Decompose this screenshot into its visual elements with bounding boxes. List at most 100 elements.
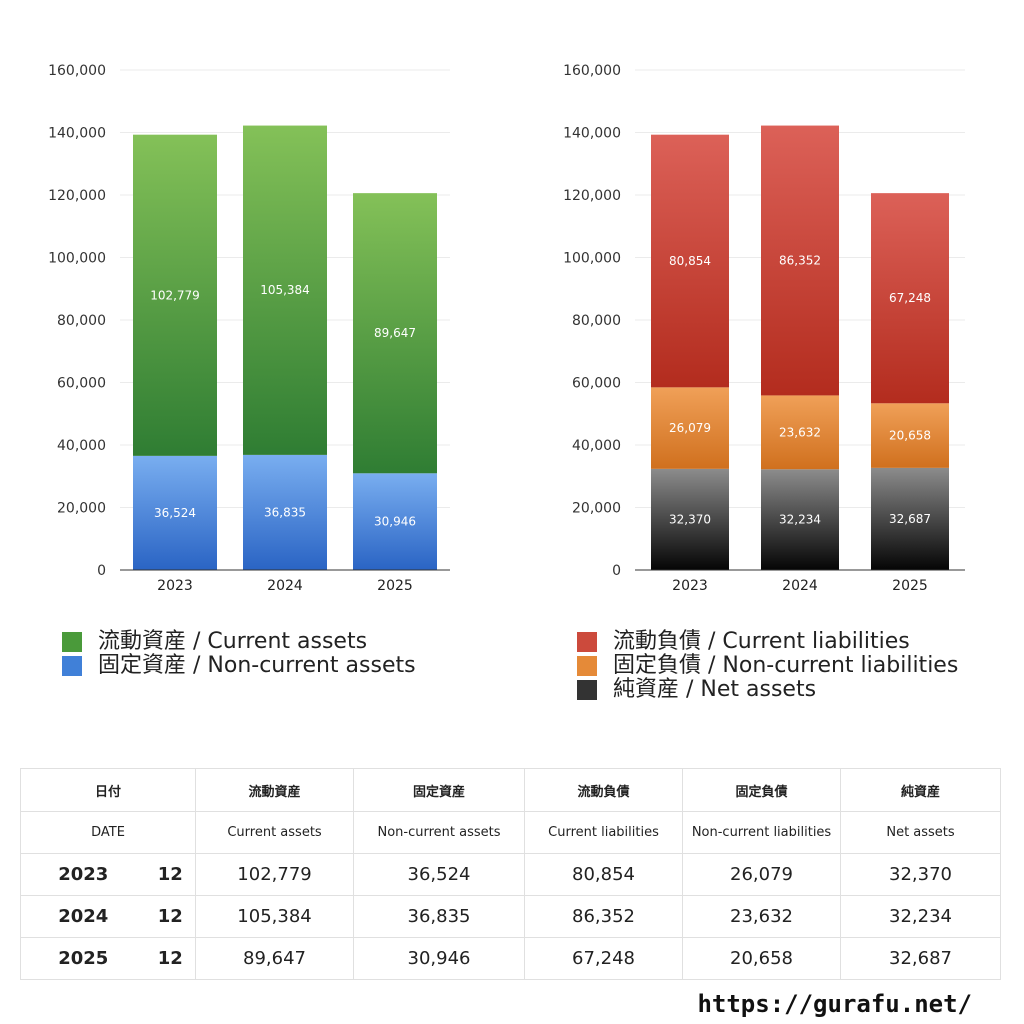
header-current-liabilities-jp: 流動負債 — [524, 768, 684, 812]
cell-value: 80,854 — [524, 853, 684, 896]
x-tick-label: 2024 — [782, 578, 818, 594]
legend-label: 固定負債 / Non-current liabilities — [613, 653, 959, 678]
data-label: 89,647 — [374, 326, 416, 340]
bar-segment — [871, 193, 949, 404]
legend-item-non-current-liabilities: 固定負債 / Non-current liabilities — [577, 654, 958, 678]
legend-item-current-liabilities: 流動負債 / Current liabilities — [577, 630, 958, 654]
assets-legend: 流動資産 / Current assets 固定資産 / Non-current… — [62, 630, 416, 678]
bar-segment — [651, 468, 729, 570]
y-tick-label: 20,000 — [572, 501, 621, 517]
cell-value: 36,524 — [353, 853, 526, 896]
header-non-current-liabilities-jp: 固定負債 — [682, 768, 842, 812]
legend-label: 固定資産 / Non-current assets — [98, 653, 416, 678]
data-label: 32,687 — [889, 512, 931, 526]
bar-segment — [353, 473, 437, 570]
cell-value: 32,234 — [840, 895, 1002, 938]
table-row: 2023 12 102,779 36,524 80,854 26,079 32,… — [20, 853, 1002, 896]
header-current-liabilities-en: Current liabilities — [524, 811, 684, 854]
bar-segment — [761, 469, 839, 570]
cell-value: 36,835 — [353, 895, 526, 938]
cell-value: 67,248 — [524, 937, 684, 980]
data-label: 30,946 — [374, 515, 416, 529]
data-label: 26,079 — [669, 421, 711, 435]
table-header-en: DATE Current assets Non-current assets C… — [19, 811, 1002, 854]
legend-swatch — [577, 680, 597, 700]
cell-value: 32,370 — [840, 853, 1002, 896]
y-tick-label: 80,000 — [572, 313, 621, 329]
row-month: 12 — [145, 937, 196, 980]
y-tick-label: 60,000 — [57, 376, 106, 392]
legend-label: 流動資産 / Current assets — [98, 629, 368, 654]
y-tick-label: 80,000 — [57, 313, 106, 329]
bar-segment — [243, 454, 327, 570]
header-net-assets-en: Net assets — [840, 811, 1002, 854]
bar-segment — [133, 134, 217, 456]
cell-value: 26,079 — [682, 853, 842, 896]
y-tick-label: 160,000 — [563, 63, 621, 79]
header-date-en: DATE — [19, 811, 197, 854]
row-year: 2024 — [20, 895, 146, 938]
y-tick-label: 140,000 — [563, 126, 621, 142]
data-label: 36,835 — [264, 505, 306, 519]
legend-swatch — [577, 632, 597, 652]
liabilities-chart: 0 20,000 40,000 60,000 80,000 100,000 120,000 1… — [563, 63, 965, 594]
cell-value: 102,779 — [195, 853, 355, 896]
x-tick-label: 2025 — [377, 578, 413, 594]
header-non-current-liabilities-en: Non-current liabilities — [682, 811, 842, 854]
row-month: 12 — [145, 853, 196, 896]
legend-item-current-assets: 流動資産 / Current assets — [62, 630, 416, 654]
bar-segment — [871, 467, 949, 570]
row-month: 12 — [145, 895, 196, 938]
bar-segment — [761, 125, 839, 396]
cell-value: 32,687 — [840, 937, 1002, 980]
x-tick-label: 2024 — [267, 578, 303, 594]
y-tick-label: 40,000 — [57, 438, 106, 454]
table-header-jp: 日付 流動資産 固定資産 流動負債 固定負債 純資産 — [19, 768, 1002, 812]
header-current-assets-jp: 流動資産 — [195, 768, 355, 812]
row-year: 2025 — [20, 937, 146, 980]
data-label: 23,632 — [779, 425, 821, 439]
bar-segment — [353, 193, 437, 474]
cell-value: 89,647 — [195, 937, 355, 980]
bar-segment — [651, 387, 729, 469]
bar-segment — [871, 403, 949, 468]
site-url: https://gurafu.net/ — [697, 990, 972, 1018]
x-tick-label: 2023 — [672, 578, 708, 594]
assets-chart: 0 20,000 40,000 60,000 80,000 100,000 120,000 1… — [48, 63, 450, 594]
y-tick-label: 120,000 — [48, 188, 106, 204]
y-tick-label: 140,000 — [48, 126, 106, 142]
data-label: 36,524 — [154, 506, 196, 520]
y-tick-label: 0 — [612, 563, 621, 579]
legend-label: 流動負債 / Current liabilities — [613, 629, 910, 654]
bar-segment — [761, 395, 839, 470]
header-non-current-assets-jp: 固定資産 — [353, 768, 526, 812]
table-row: 2025 12 89,647 30,946 67,248 20,658 32,6… — [20, 937, 1002, 980]
bar-segment — [243, 125, 327, 455]
x-tick-label: 2023 — [157, 578, 193, 594]
header-current-assets-en: Current assets — [195, 811, 355, 854]
y-tick-label: 100,000 — [48, 251, 106, 267]
cell-value: 23,632 — [682, 895, 842, 938]
legend-swatch — [62, 656, 82, 676]
legend-swatch — [577, 656, 597, 676]
legend-label: 純資産 / Net assets — [613, 677, 817, 702]
data-label: 102,779 — [150, 288, 200, 302]
header-date-jp: 日付 — [19, 768, 197, 812]
data-label: 20,658 — [889, 429, 931, 443]
data-label: 32,370 — [669, 512, 711, 526]
data-label: 80,854 — [669, 254, 711, 268]
data-label: 32,234 — [779, 513, 821, 527]
data-label: 67,248 — [889, 291, 931, 305]
y-tick-label: 0 — [97, 563, 106, 579]
y-tick-label: 120,000 — [563, 188, 621, 204]
y-tick-label: 100,000 — [563, 251, 621, 267]
cell-value: 86,352 — [524, 895, 684, 938]
liabilities-legend: 流動負債 / Current liabilities 固定負債 / Non-cu… — [577, 630, 958, 702]
y-tick-label: 60,000 — [572, 376, 621, 392]
y-tick-label: 40,000 — [572, 438, 621, 454]
cell-value: 105,384 — [195, 895, 355, 938]
cell-value: 30,946 — [353, 937, 526, 980]
legend-item-non-current-assets: 固定資産 / Non-current assets — [62, 654, 416, 678]
bar-segment — [133, 455, 217, 570]
legend-swatch — [62, 632, 82, 652]
